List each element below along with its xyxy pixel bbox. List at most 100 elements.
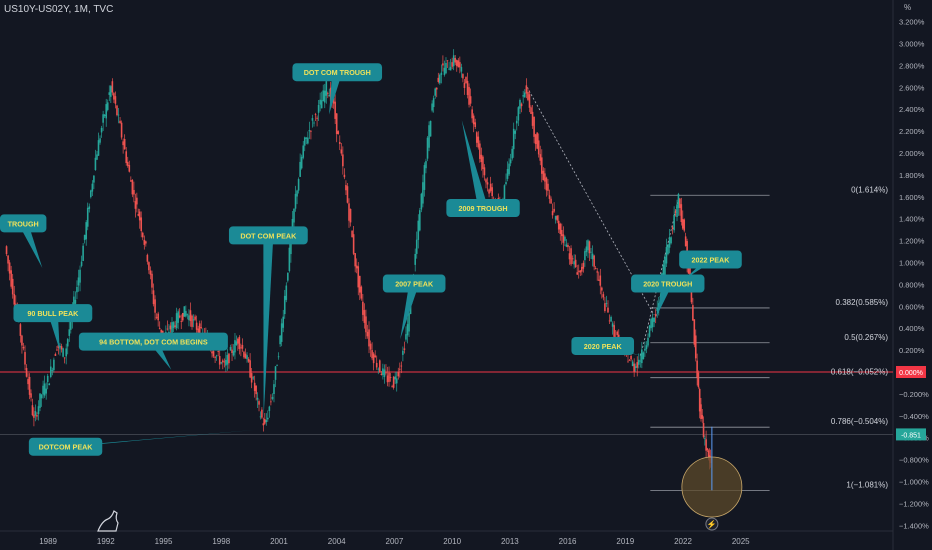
zero-price-badge-label: 0.000% [899, 370, 923, 377]
candle-body [151, 273, 153, 288]
candle-body [651, 317, 654, 328]
candle-body [232, 351, 235, 356]
candle-body [630, 355, 632, 360]
candle-body [85, 222, 87, 240]
candle-body [345, 185, 347, 191]
candle-body [39, 393, 41, 408]
candle-body [82, 245, 84, 261]
candle-body [259, 416, 262, 418]
candle-body [375, 362, 378, 368]
candle-body [56, 349, 58, 351]
candle-body [680, 204, 683, 223]
annotation-label: DOT COM TROUGH [304, 68, 371, 77]
candle-body [143, 239, 146, 245]
candle-body [610, 316, 612, 322]
candle-body [282, 316, 285, 328]
candle-body [247, 358, 250, 362]
candle-body [528, 94, 531, 108]
candle-body [480, 154, 483, 162]
y-tick-label: 0.400% [899, 324, 925, 333]
candle-body [642, 352, 645, 360]
candle-body [497, 198, 500, 200]
candle-body [692, 305, 694, 321]
candle-body [602, 294, 605, 298]
candle-body [311, 118, 314, 121]
annotation-pointer [47, 313, 60, 351]
candle-body [220, 362, 223, 364]
candle-body [271, 397, 274, 399]
candle-body [394, 376, 396, 380]
candle-body [185, 310, 187, 317]
annotation-box [292, 63, 383, 82]
candle-body [5, 246, 8, 255]
annotation-callout: 90 BULL PEAK [13, 304, 93, 351]
candle-body [46, 375, 49, 382]
x-tick-label: 2022 [674, 537, 692, 546]
candle-body [446, 60, 449, 62]
candle-body [509, 159, 512, 164]
logo-mark [97, 510, 119, 532]
candle-body [228, 353, 230, 364]
candle-body [103, 114, 106, 117]
candle-body [584, 251, 586, 261]
candle-body [323, 90, 326, 103]
annotation-box [679, 250, 742, 269]
candle-body [553, 208, 555, 212]
candle-body [97, 140, 100, 156]
candle-body [261, 409, 263, 418]
annotation-label: 2009 TROUGH [458, 204, 507, 213]
candle-body [636, 362, 639, 368]
candle-body [351, 230, 353, 238]
x-tick-label: 2010 [443, 537, 461, 546]
candle-body [53, 359, 55, 371]
candle-body [130, 180, 132, 182]
annotation-box [13, 304, 93, 323]
candle-body [519, 99, 521, 109]
candle-body [405, 334, 407, 340]
candle-body [305, 137, 308, 139]
candle-body [582, 262, 585, 269]
candle-body [215, 355, 218, 357]
candle-body [564, 236, 566, 241]
candle-body [585, 246, 588, 253]
candle-body [192, 319, 195, 321]
candle-body [212, 351, 215, 357]
candle-body [644, 348, 646, 351]
candle-body [91, 183, 94, 192]
candle-body [448, 68, 450, 70]
candle-body [307, 137, 309, 144]
candle-body [294, 193, 297, 209]
candle-body [420, 193, 423, 210]
candle-body [503, 185, 506, 204]
y-tick-label: −0.800% [899, 456, 929, 465]
last-price-badge [896, 428, 926, 441]
candle-body [520, 103, 523, 107]
x-tick-label: 2001 [270, 537, 288, 546]
candle-body [171, 322, 173, 333]
candle-body [152, 290, 155, 305]
candle-body [587, 240, 589, 251]
candle-body [472, 115, 475, 125]
candle-body [154, 299, 156, 313]
candle-body [489, 183, 492, 191]
candle-body [457, 60, 460, 68]
candle-body [66, 339, 69, 347]
candle-body [146, 254, 149, 262]
candle-body [122, 141, 124, 146]
candle-body [94, 157, 97, 171]
candle-body [316, 117, 318, 119]
candle-body [235, 341, 238, 346]
candle-body [514, 130, 517, 134]
candle-body [593, 255, 595, 267]
annotation-box [382, 274, 446, 293]
candle-body [180, 320, 183, 322]
candle-body [335, 113, 338, 134]
candle-body [707, 450, 710, 458]
candle-body [389, 377, 392, 378]
candle-body [440, 72, 443, 75]
candle-body [522, 95, 524, 97]
candle-body [633, 363, 635, 372]
candle-body [362, 301, 364, 315]
candle-body [328, 94, 331, 97]
